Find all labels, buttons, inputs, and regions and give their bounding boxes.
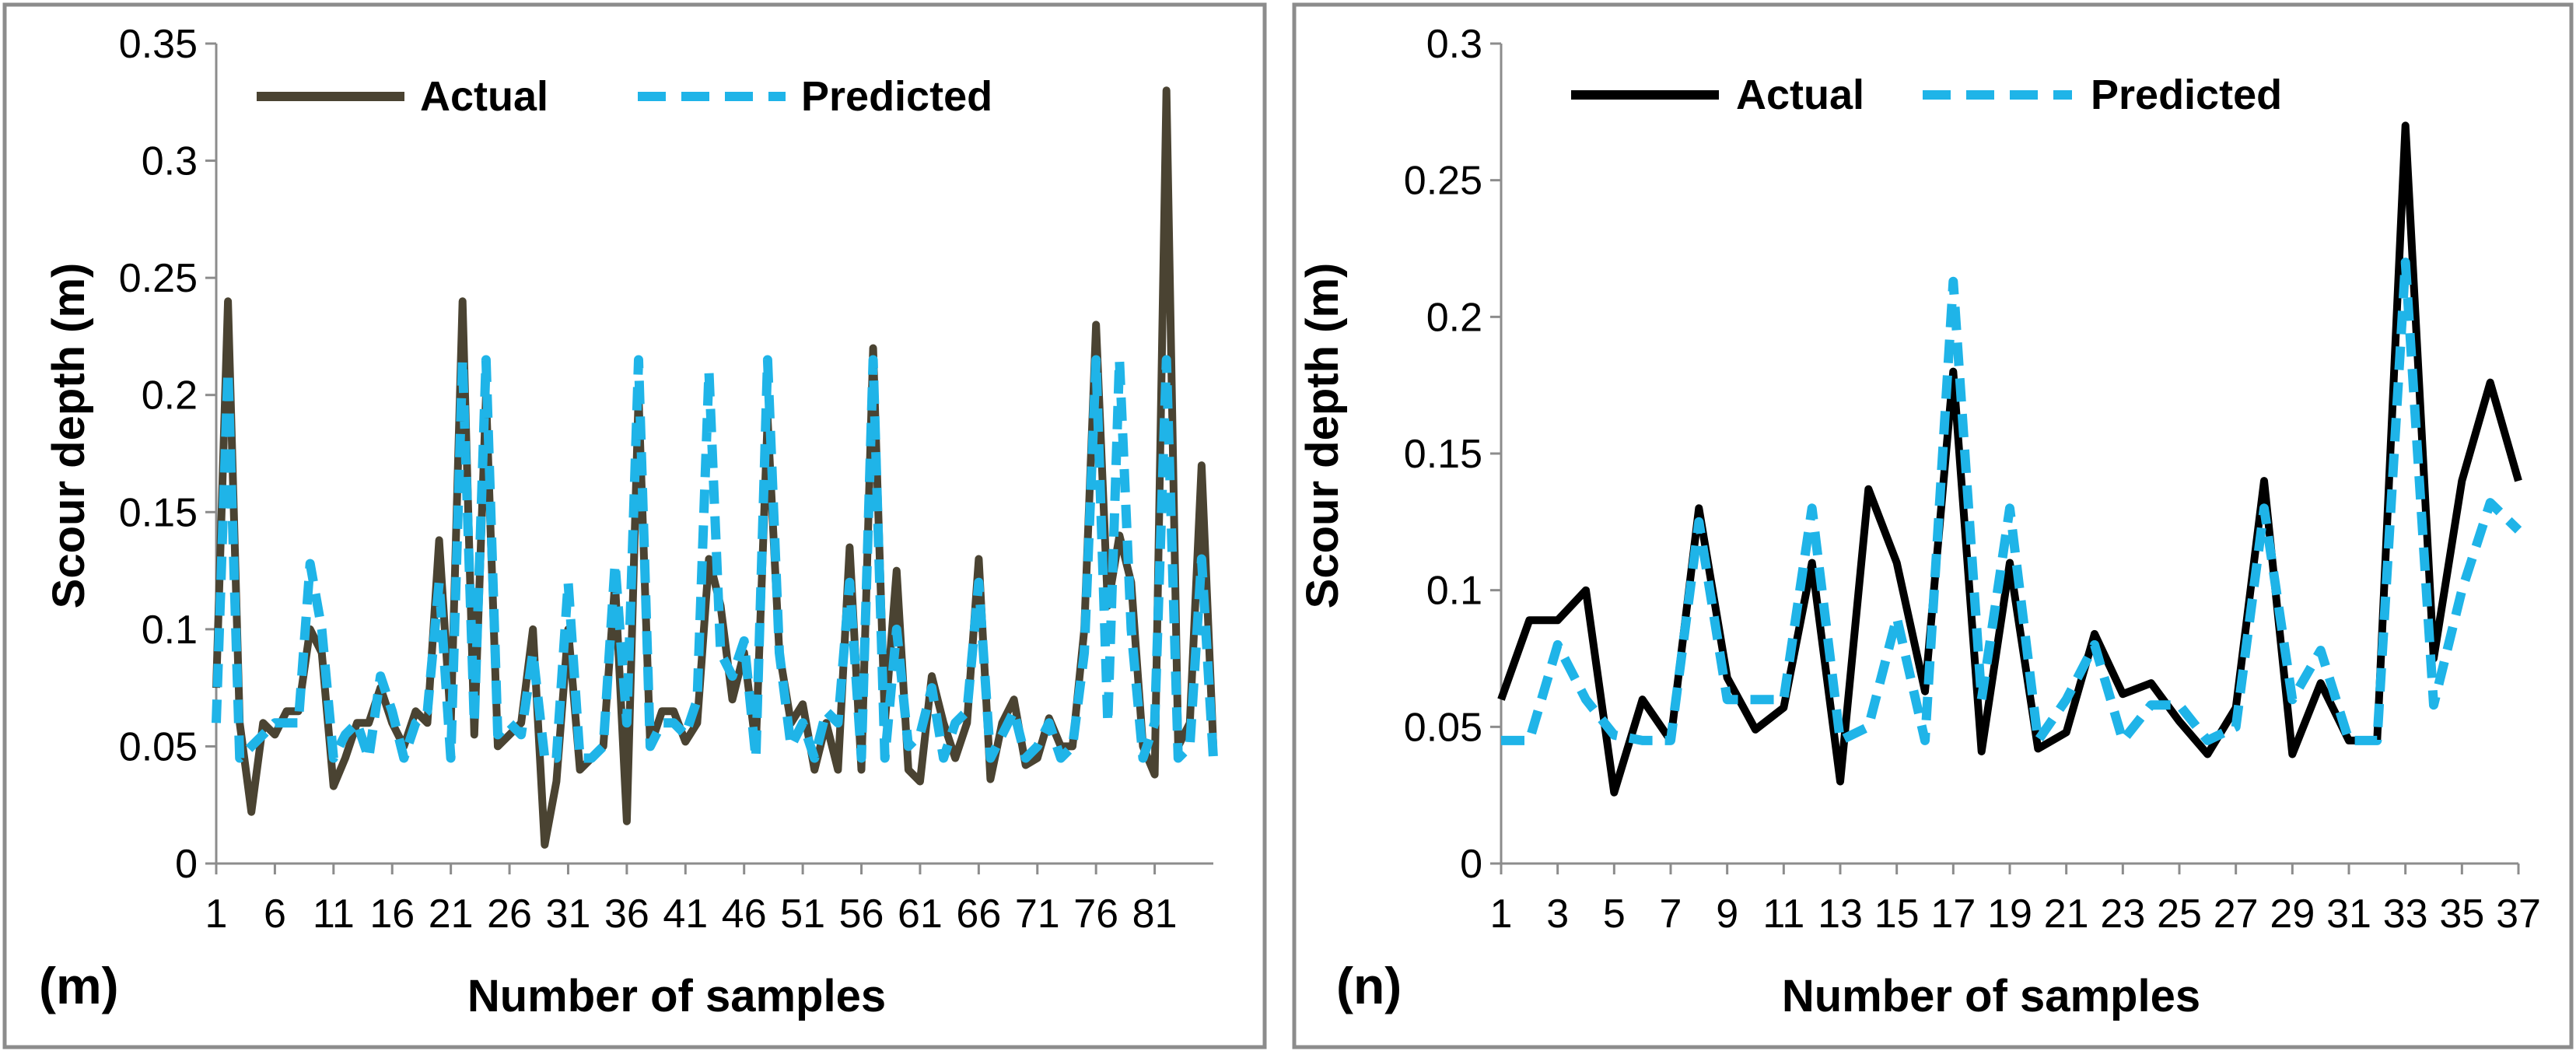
x-tick-label: 17 [1930, 892, 1976, 937]
x-tick-label: 66 [956, 892, 1001, 937]
legend-label-actual: Actual [420, 73, 548, 120]
y-tick-label: 0.1 [142, 608, 198, 653]
x-tick-label: 13 [1818, 892, 1863, 937]
x-tick-label: 29 [2270, 892, 2315, 937]
x-tick-label: 31 [546, 892, 591, 937]
y-axis-title: Scour depth (m) [44, 263, 94, 609]
x-tick-label: 41 [663, 892, 708, 937]
x-tick-label: 6 [264, 892, 286, 937]
chart-panel-n: 00.050.10.150.20.250.3 1 3 5 7 9 11 13 15 17 19 21… [1292, 2, 2574, 1049]
panel-label: (m) [39, 957, 119, 1014]
x-tick-label: 19 [1987, 892, 2032, 937]
x-tick-label: 36 [604, 892, 649, 937]
x-tick-label: 81 [1132, 892, 1178, 937]
y-tick-label: 0 [175, 842, 198, 887]
series-line-predicted [1501, 257, 2522, 745]
series-line-predicted [212, 355, 1218, 763]
legend-label-predicted: Predicted [2091, 72, 2282, 118]
x-tick-label: 3 [1546, 892, 1569, 937]
x-axis-title: Number of samples [467, 971, 886, 1021]
legend-label-predicted: Predicted [801, 73, 992, 120]
x-tick-label: 5 [1603, 892, 1626, 937]
y-tick-label: 0.25 [119, 256, 198, 301]
x-tick-label: 1 [205, 892, 228, 937]
y-tick-label: 0.25 [1404, 159, 1482, 204]
y-tick-label: 0.3 [142, 139, 198, 184]
chart-panel-m: 00.050.10.150.20.250.30.35 1 6 11 16 21 26 31 3… [2, 2, 1267, 1049]
x-tick-label: 37 [2496, 892, 2541, 937]
x-tick-label: 11 [313, 892, 355, 937]
y-tick-label: 0.3 [1426, 22, 1482, 67]
x-tick-label: 61 [898, 892, 943, 937]
x-tick-label: 1 [1490, 892, 1513, 937]
x-tick-label: 76 [1073, 892, 1118, 937]
x-tick-label: 23 [2100, 892, 2145, 937]
y-tick-label: 0.15 [1404, 432, 1482, 477]
legend-label-actual: Actual [1736, 72, 1864, 118]
y-tick-label: 0.2 [1426, 295, 1482, 340]
x-tick-label: 33 [2383, 892, 2428, 937]
y-tick-label: 0.05 [119, 724, 198, 769]
x-tick-label: 21 [429, 892, 474, 937]
panel-frame [1292, 2, 2574, 1049]
x-tick-label: 15 [1874, 892, 1920, 937]
x-axis-title: Number of samples [1782, 971, 2200, 1021]
x-tick-label: 21 [2044, 892, 2089, 937]
x-tick-label: 35 [2439, 892, 2484, 937]
y-axis-title: Scour depth (m) [1297, 263, 1348, 609]
x-tick-label: 11 [1762, 892, 1804, 937]
panel-label: (n) [1336, 957, 1402, 1014]
y-tick-label: 0.35 [119, 22, 198, 67]
x-tick-label: 27 [2214, 892, 2259, 937]
x-tick-label: 9 [1716, 892, 1738, 937]
x-tick-label: 7 [1660, 892, 1682, 937]
x-tick-label: 46 [722, 892, 767, 937]
x-tick-label: 26 [487, 892, 532, 937]
x-tick-label: 71 [1015, 892, 1060, 937]
x-tick-label: 31 [2326, 892, 2371, 937]
y-tick-label: 0.1 [1426, 569, 1482, 614]
y-tick-label: 0 [1460, 842, 1482, 887]
y-tick-label: 0.15 [119, 490, 198, 535]
y-tick-label: 0.2 [142, 373, 198, 419]
x-tick-label: 51 [780, 892, 825, 937]
x-tick-label: 56 [839, 892, 884, 937]
y-tick-label: 0.05 [1404, 705, 1482, 750]
x-tick-label: 25 [2157, 892, 2202, 937]
x-tick-label: 16 [369, 892, 415, 937]
